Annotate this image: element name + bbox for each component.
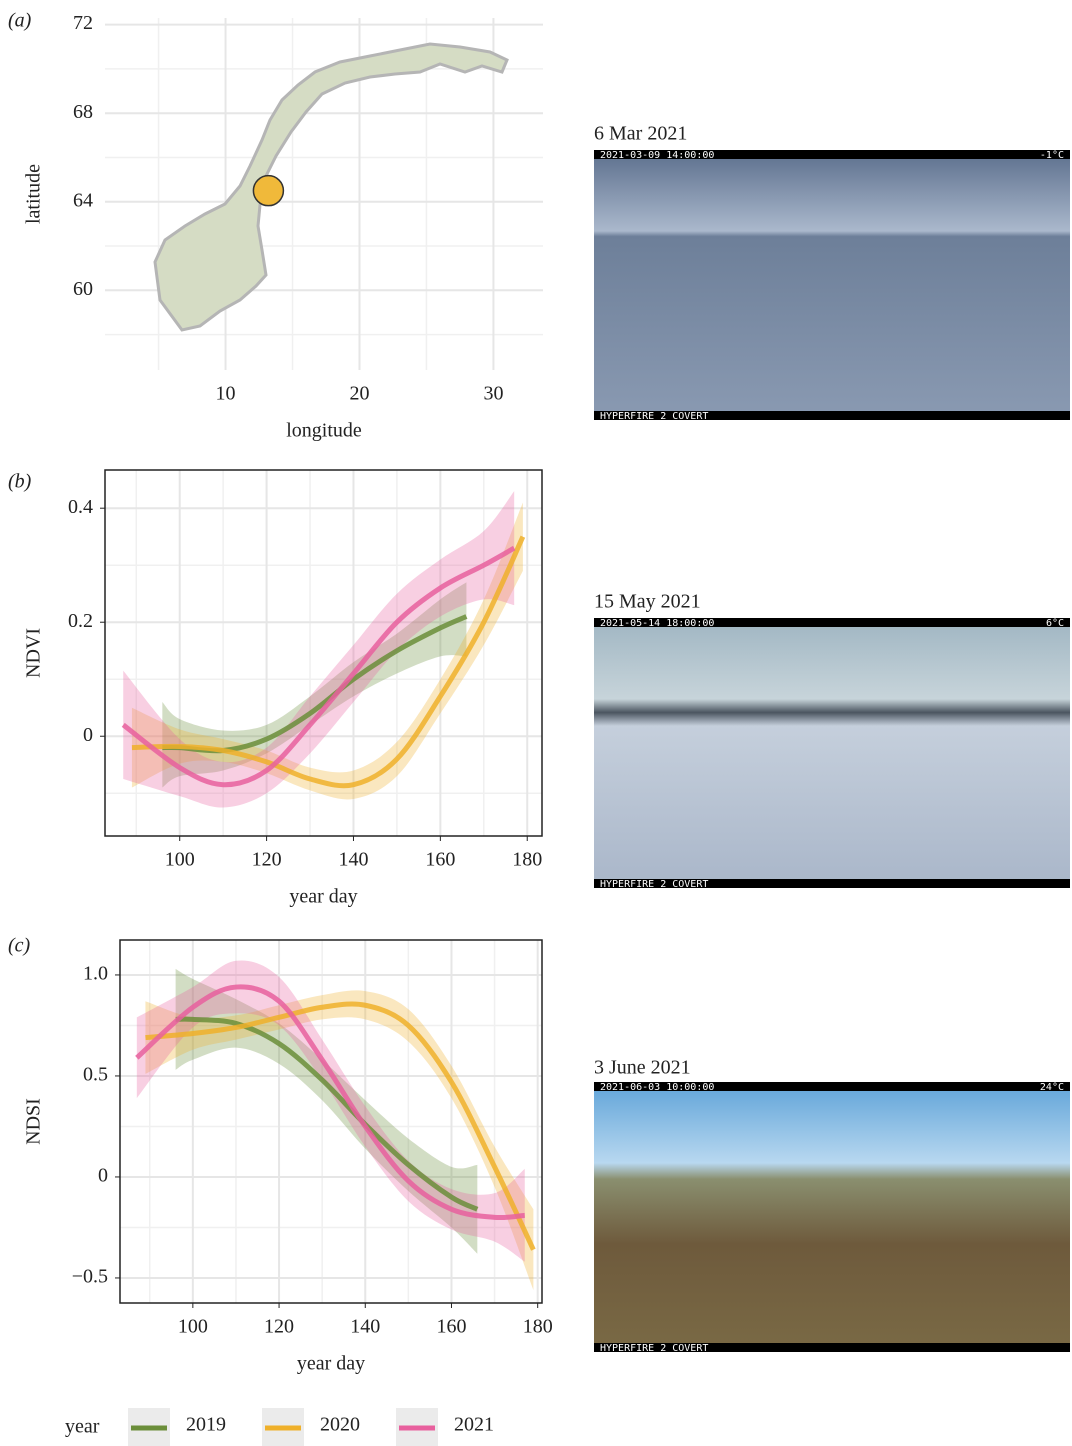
photo-caption: 6 Mar 2021 <box>594 123 687 145</box>
y-tick-label: −0.5 <box>72 1266 108 1288</box>
y-tick-label: 0.4 <box>68 496 93 518</box>
y-tick-label: 64 <box>73 189 93 211</box>
panel-label: (a) <box>8 10 32 32</box>
x-axis-label: longitude <box>286 420 362 442</box>
x-tick-label: 100 <box>178 1316 208 1338</box>
photo-caption: 15 May 2021 <box>594 591 701 613</box>
photo-temp: -1°C <box>1040 150 1064 161</box>
photo-image <box>594 150 1070 420</box>
x-tick-label: 160 <box>425 849 455 871</box>
location-point <box>253 176 283 206</box>
y-tick-label: 0 <box>83 724 93 746</box>
y-tick-label: 60 <box>73 278 93 300</box>
points <box>253 176 283 206</box>
photo-image <box>594 618 1070 888</box>
legend-label: 2020 <box>320 1414 360 1436</box>
x-axis-label: year day <box>289 886 357 908</box>
legend-title: year <box>65 1416 100 1438</box>
y-axis-label: NDSI <box>23 1098 45 1145</box>
photo-footer: HYPERFIRE 2 COVERT <box>600 411 708 422</box>
photo-stamp: 2021-06-03 10:00:00 <box>600 1082 714 1093</box>
y-tick-label: 0.5 <box>83 1064 108 1086</box>
photo-footer: HYPERFIRE 2 COVERT <box>600 879 708 890</box>
chart-panel: 100 120 140 160 180 0 0.2 0.4 (b) year day NDVI <box>8 470 542 908</box>
x-tick-label: 100 <box>165 849 195 871</box>
y-tick-label: 68 <box>73 101 93 123</box>
panel-label: (c) <box>8 935 31 957</box>
norway-map <box>155 44 507 330</box>
legend-label: 2019 <box>186 1414 226 1436</box>
y-axis-label: latitude <box>23 164 45 224</box>
y-axis-label: NDVI <box>23 628 45 678</box>
photo-1 <box>594 150 1070 420</box>
photo-footer: HYPERFIRE 2 COVERT <box>600 1343 708 1354</box>
panel-label: (b) <box>8 471 32 493</box>
x-tick-label: 140 <box>350 1316 380 1338</box>
x-tick-label: 30 <box>483 383 503 405</box>
photo-caption: 3 June 2021 <box>594 1057 691 1079</box>
y-tick-label: 72 <box>73 12 93 34</box>
chart-panel: 10 20 30 60 64 68 72 (a) longitude latitude <box>8 10 543 442</box>
photo-temp: 6°C <box>1046 618 1064 629</box>
x-tick-label: 180 <box>512 849 542 871</box>
y-tick-label: 1.0 <box>83 963 108 985</box>
photo-image <box>594 1082 1070 1352</box>
x-tick-label: 20 <box>349 383 369 405</box>
x-tick-label: 120 <box>264 1316 294 1338</box>
x-tick-label: 180 <box>523 1316 553 1338</box>
y-tick-label: 0.2 <box>68 610 93 632</box>
x-tick-label: 120 <box>252 849 282 871</box>
x-tick-label: 160 <box>436 1316 466 1338</box>
photo-stamp: 2021-05-14 18:00:00 <box>600 618 714 629</box>
x-tick-label: 10 <box>216 383 236 405</box>
figure: 10 20 30 60 64 68 72 (a) longitude latitude 6 Mar… <box>0 0 1072 1446</box>
x-axis-label: year day <box>297 1353 365 1375</box>
y-tick-label: 0 <box>98 1165 108 1187</box>
photo-temp: 24°C <box>1040 1082 1064 1093</box>
chart-panel: 100 120 140 160 180 −0.5 0 0.5 1.0 (c) year day NDS… <box>8 935 553 1375</box>
x-tick-label: 140 <box>338 849 368 871</box>
legend: year 2019 2020 2021 <box>65 1408 494 1446</box>
photo-3 <box>594 1082 1070 1352</box>
photo-stamp: 2021-03-09 14:00:00 <box>600 150 714 161</box>
photo-2 <box>594 618 1070 888</box>
legend-label: 2021 <box>454 1414 494 1436</box>
